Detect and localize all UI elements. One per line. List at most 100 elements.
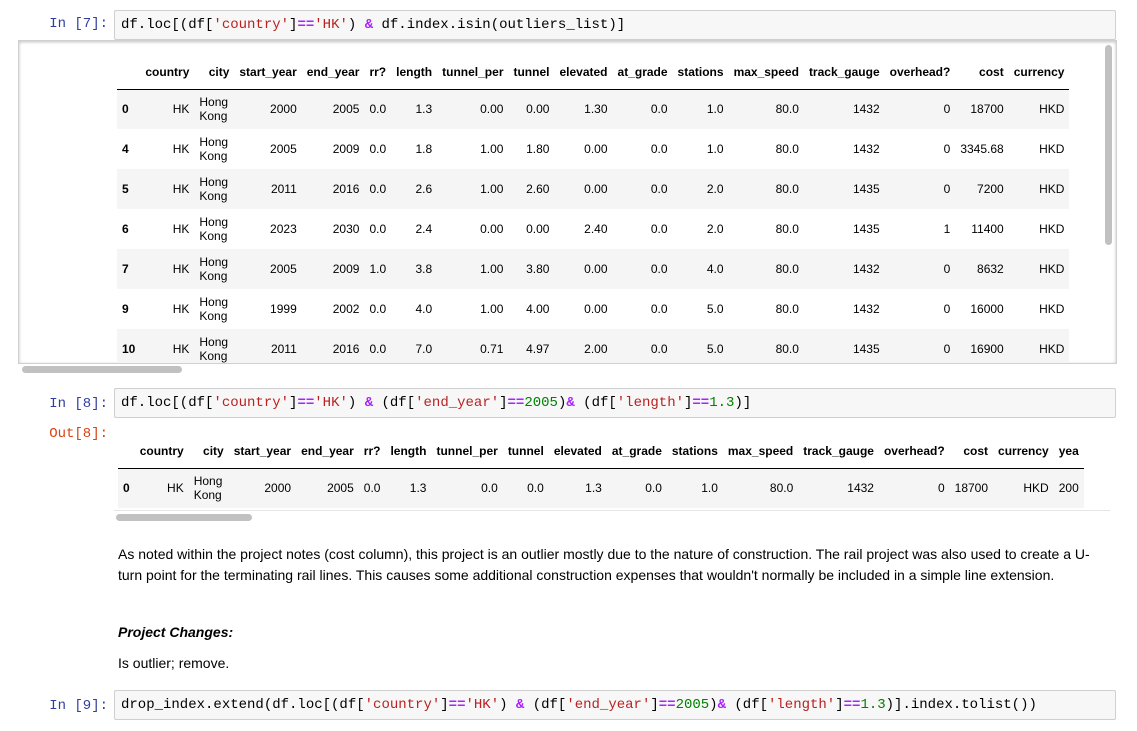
table-row: 9 HK Hong Kong 1999 2002 0.0 4.0 1.00 4.00 0.00 0.… [117,289,1069,329]
table-cell: 2009 [332,142,360,156]
row-index: 9 [122,302,129,316]
table-row: 6 HK Hong Kong 2023 2030 0.0 2.4 0.00 0.00 2.40 0.… [117,209,1069,249]
table-cell: HKD [1023,481,1049,496]
column-header: overhead? [878,434,950,469]
table-body: 0 HK Hong Kong 2000 2005 0.0 1.3 0.00 0.00 1.30 0.… [117,89,1070,363]
table-cell: 0.0 [363,481,381,496]
table-cell: 4.0 [706,262,724,276]
column-header: cost [955,55,1009,90]
markdown-heading: Project Changes: [118,624,234,640]
table-cell: 4.0 [415,302,433,316]
column-header: track_gauge [803,55,885,90]
table-cell: 2000 [270,102,297,117]
column-header: tunnel_per [431,434,503,469]
table-cell: 2016 [332,342,360,356]
output-scroll-area-7[interactable]: country city start_year end_year rr? length tu… [18,40,1117,364]
table-cell: 11400 [971,222,1004,236]
table-cell: Hong Kong [199,295,229,323]
code-token: df.index.isin(outliers_list)] [373,17,626,33]
table-cell: 0.00 [526,222,550,236]
in-prompt-8: In [8]: [49,396,108,412]
table-cell: 5.0 [706,342,724,356]
table-cell: 16900 [970,342,1004,356]
column-header: currency [993,434,1054,469]
code-input-9[interactable]: drop_index.extend(df.loc[(df['country']=… [114,690,1116,720]
table-cell: 1435 [852,342,880,356]
table-cell: 1432 [852,142,880,156]
horizontal-scrollbar-8[interactable] [116,514,252,521]
table-cell: 16000 [970,302,1004,316]
code-token: 'HK' [465,697,500,713]
code-token: 'country' [213,17,290,33]
code-token: == [692,395,710,411]
vertical-scrollbar[interactable] [1105,45,1112,245]
code-token: ] [835,697,844,713]
code-token: ) [499,697,516,713]
code-token: 'length' [616,395,684,411]
table-cell: 1.3 [415,102,433,117]
table-cell: 0.0 [650,342,668,356]
table-cell: 0.0 [650,182,668,196]
table-cell: 2011 [270,342,297,356]
table-cell: 18700 [954,481,989,496]
code-token: df.loc[(df[ [121,17,214,33]
code-input-8[interactable]: df.loc[(df['country']=='HK') & (df['end_… [114,388,1116,418]
dataframe-table-8: country city start_year end_year rr? length tu… [118,434,1084,508]
table-cell: 1432 [852,262,880,276]
table-row: 4 HK Hong Kong 2005 2009 0.0 1.8 1.00 1.80 0.00 0.… [117,129,1069,169]
table-cell: 0.00 [584,262,608,276]
in-prompt-7: In [7]: [49,16,108,32]
column-header: max_speed [722,434,799,469]
table-row: 7 HK Hong Kong 2005 2009 1.0 3.8 1.00 3.80 0.00 0.… [117,249,1070,289]
table-cell: 2011 [270,182,297,196]
table-cell: 0.00 [584,142,608,156]
column-header: rr? [358,434,386,469]
table-cell: 80.0 [769,481,794,496]
column-header [117,55,141,90]
row-index: 5 [122,182,129,196]
table-row: 10 HK Hong Kong 2011 2016 0.0 7.0 0.71 4.97 2.00 0… [117,329,1070,363]
table-cell: 0.0 [650,302,668,316]
code-token: )].index.tolist()) [885,697,1037,713]
table-cell: Hong Kong [199,335,229,363]
table-cell: 0.0 [481,481,498,496]
table-cell: 0.0 [650,262,668,276]
table-cell: HK [172,302,190,316]
table-cell: 1.30 [584,102,608,117]
table-cell: Hong Kong [199,215,229,243]
table-body: 0 HK Hong Kong 2000 2005 0.0 1.3 0.0 0.0 1.3 0.0 1.… [118,468,1084,508]
table-cell: HK [172,102,190,117]
column-header: country [140,55,195,90]
table-cell: 0.0 [645,481,662,496]
table-cell: 4.00 [526,302,550,316]
scroll-track [114,510,1110,524]
table-cell: 0 [943,142,951,156]
code-token: ) [709,697,718,713]
column-header: elevated [554,55,613,90]
code-token: df.loc[(df[ [121,395,214,411]
table-cell: 0.0 [369,222,387,236]
table-cell: 0.0 [369,142,387,156]
column-header: currency [1008,55,1070,90]
code-token: == [658,697,676,713]
table-cell: 0.0 [650,102,668,117]
table-cell: 0 [943,102,951,117]
table-cell: 2.60 [526,182,550,196]
code-token: 'end_year' [415,395,500,411]
table-cell: 0.0 [369,182,387,196]
table-cell: 1999 [270,302,297,316]
table-cell: 2.6 [415,182,433,196]
table-cell: 80.0 [775,222,799,236]
table-cell: 0.00 [584,302,608,316]
code-text: df.loc[(df['country']=='HK') & (df['end_… [121,395,751,411]
output-area-8: country city start_year end_year rr? length tu… [114,430,1110,524]
code-token: ) [557,395,567,411]
table-cell: HKD [1039,262,1065,276]
code-input-7[interactable]: df.loc[(df['country']=='HK') & df.index.… [114,10,1116,40]
column-header: end_year [301,55,365,90]
table-cell: 5.0 [706,302,724,316]
column-header: end_year [296,434,359,469]
table-cell: HKD [1039,342,1065,356]
table-cell: 2005 [327,481,354,496]
horizontal-scrollbar-7[interactable] [22,366,182,373]
